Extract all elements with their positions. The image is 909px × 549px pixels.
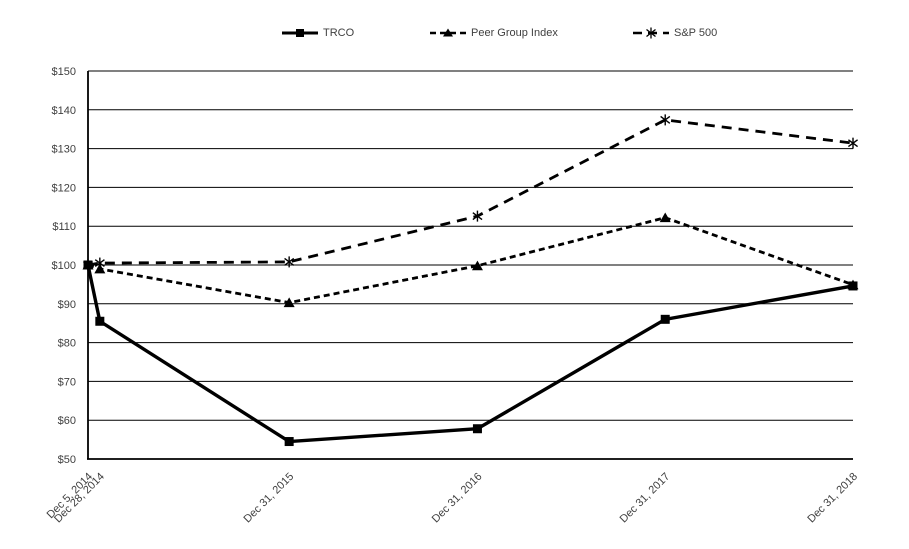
triangle-marker xyxy=(659,212,671,223)
series-line-s-p-500 xyxy=(87,118,854,267)
legend-label-peer-group-index: Peer Group Index xyxy=(471,27,558,39)
legend-item-sp500: S&P 500 xyxy=(633,27,717,39)
y-axis-tick-label: $90 xyxy=(58,299,76,311)
y-axis-tick-label: $80 xyxy=(58,338,76,350)
series-line-trco xyxy=(86,264,854,444)
x-axis-tick-label: Dec 31, 2017 xyxy=(618,471,673,526)
y-axis-tick-label: $130 xyxy=(52,144,76,156)
legend-item-trco: TRCO xyxy=(282,27,354,39)
x-axis-tick-label: Dec 31, 2016 xyxy=(430,471,485,526)
legend-item-peer-group-index: Peer Group Index xyxy=(430,27,558,39)
square-marker xyxy=(95,316,105,326)
star-marker xyxy=(847,137,859,149)
x-axis-tick-label: Dec 31, 2018 xyxy=(805,471,860,526)
square-marker xyxy=(848,281,858,291)
square-marker xyxy=(472,424,482,434)
square-marker xyxy=(660,314,670,324)
star-marker xyxy=(284,256,295,268)
star-marker xyxy=(660,114,671,126)
y-axis-tick-label: $110 xyxy=(52,221,76,233)
star-marker xyxy=(472,210,483,222)
series-line-peer-group-index xyxy=(87,216,854,305)
y-axis-tick-label: $120 xyxy=(52,182,76,194)
y-axis-tick-label: $50 xyxy=(58,454,76,466)
x-axis-tick-label: Dec 31, 2015 xyxy=(242,471,297,526)
dashed-line-star-marker-icon xyxy=(633,27,669,39)
triangle-marker xyxy=(94,263,106,274)
solid-line-square-marker-icon xyxy=(282,29,318,37)
dashed-line-triangle-marker-icon xyxy=(430,28,466,37)
y-axis-tick-label: $150 xyxy=(52,66,76,78)
legend-label-sp500: S&P 500 xyxy=(674,27,718,39)
triangle-marker xyxy=(283,297,295,308)
triangle-marker xyxy=(471,260,483,271)
y-axis-tick-label: $100 xyxy=(52,260,76,272)
square-marker xyxy=(83,260,93,270)
square-marker xyxy=(284,437,294,447)
legend-label-trco: TRCO xyxy=(323,27,355,39)
y-axis-tick-label: $140 xyxy=(52,105,76,117)
y-axis-tick-label: $60 xyxy=(58,415,76,427)
y-axis-tick-label: $70 xyxy=(58,376,76,388)
